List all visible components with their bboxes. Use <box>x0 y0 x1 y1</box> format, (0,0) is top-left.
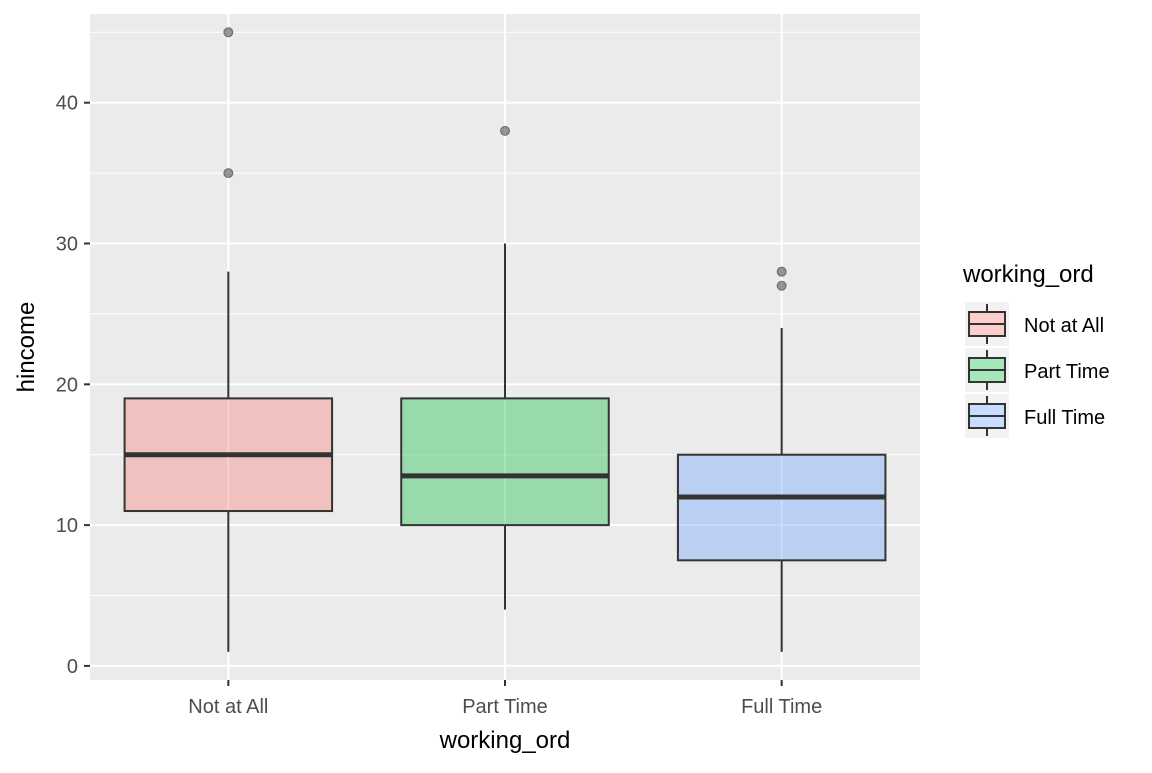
outlier-point <box>500 125 510 136</box>
boxes-layer <box>123 27 887 652</box>
legend-item: Part Time <box>965 348 1110 392</box>
x-axis: Not at All Part Time Full Time <box>188 680 822 718</box>
y-axis: 0 10 20 30 40 <box>56 93 90 678</box>
x-axis-title: working_ord <box>439 727 571 754</box>
legend-item-label: Full Time <box>1024 407 1105 429</box>
outlier-point <box>776 266 787 277</box>
box-group <box>400 125 610 610</box>
y-tick-label: 30 <box>56 234 78 256</box>
y-axis-title: hincome <box>13 302 40 393</box>
box-iqr <box>676 453 887 562</box>
legend-item-label: Not at All <box>1024 315 1104 337</box>
legend-title: working_ord <box>962 261 1094 288</box>
x-tick-label: Not at All <box>188 696 268 718</box>
box-group <box>676 266 887 652</box>
x-tick-label: Part Time <box>462 696 548 718</box>
outlier-point <box>776 280 787 291</box>
y-tick-label: 10 <box>56 515 78 537</box>
y-tick-label: 0 <box>67 656 78 678</box>
y-tick-label: 20 <box>56 374 78 396</box>
x-tick-label: Full Time <box>741 696 822 718</box>
box-iqr <box>400 397 610 527</box>
outlier-point <box>223 27 234 38</box>
legend-item: Not at All <box>965 302 1104 346</box>
y-tick-label: 40 <box>56 93 78 115</box>
legend: working_ord Not at All Part Time Full Time <box>962 261 1110 438</box>
legend-item-label: Part Time <box>1024 361 1110 383</box>
legend-item: Full Time <box>965 394 1105 438</box>
outlier-point <box>223 168 234 179</box>
box-group <box>123 27 334 652</box>
